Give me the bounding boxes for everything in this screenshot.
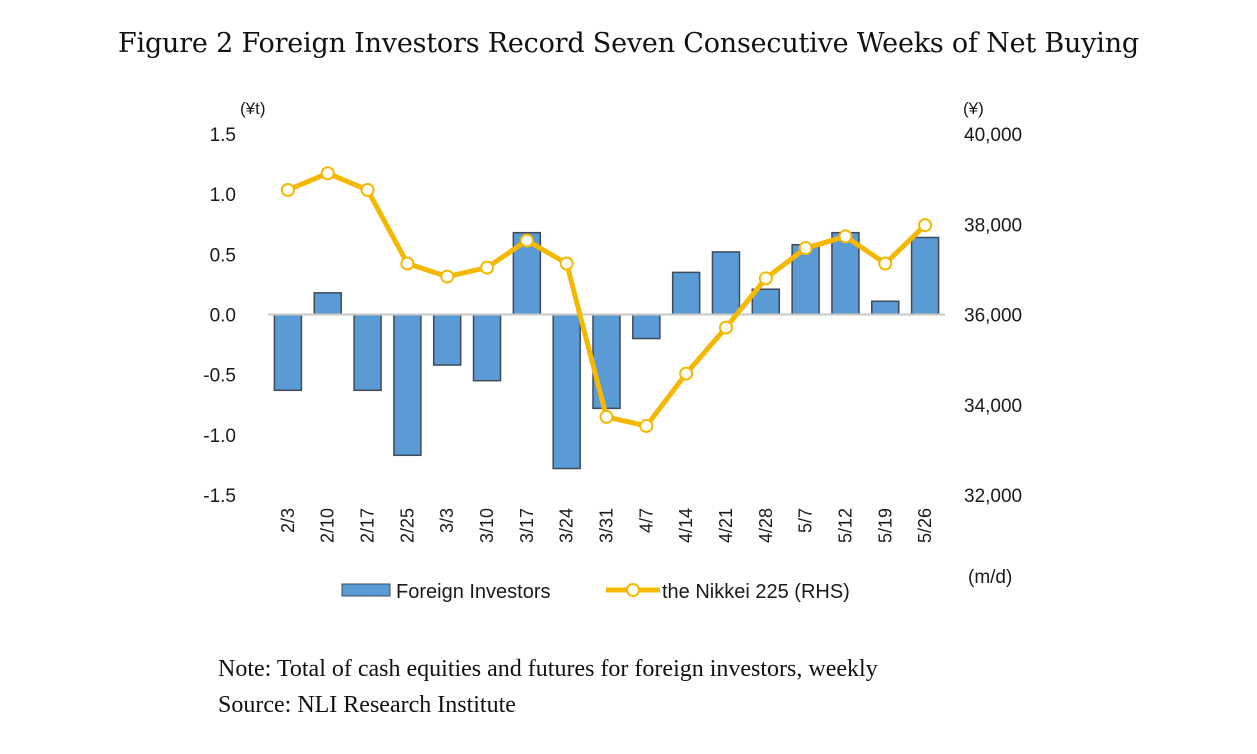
right-axis-unit: (¥) <box>963 99 984 118</box>
left-tick-label: 0.0 <box>210 306 236 327</box>
x-axis: 2/3 2/10 2/17 2/25 3/3 3/10 3/17 3/24 3/31 4/7 4/1… <box>278 508 935 543</box>
left-tick-label: 1.0 <box>210 185 236 206</box>
nikkei-point-3-24 <box>559 256 574 271</box>
right-tick-label: 40,000 <box>964 125 1022 146</box>
x-tick-label: 3/24 <box>557 508 577 543</box>
left-tick-label: 1.5 <box>210 125 236 146</box>
x-tick-label: 3/31 <box>597 508 617 543</box>
bar-2-17 <box>353 313 382 392</box>
legend-label-foreign-investors: Foreign Investors <box>396 581 551 603</box>
bar-2-10 <box>313 292 342 316</box>
nikkei-point-3-3 <box>440 269 455 284</box>
bar-5-19 <box>871 300 900 316</box>
legend-bar-swatch <box>341 583 391 597</box>
x-tick-label: 5/26 <box>915 508 935 543</box>
x-tick-label: 2/10 <box>318 508 338 543</box>
bar-4-14 <box>671 271 701 316</box>
x-tick-label: 2/3 <box>278 508 298 533</box>
bar-3-10 <box>472 313 502 382</box>
x-tick-label: 4/7 <box>636 508 656 533</box>
nikkei-point-5-12 <box>838 229 853 244</box>
nikkei-point-4-28 <box>758 271 773 286</box>
bar-3-31 <box>592 313 621 410</box>
x-tick-label: 4/14 <box>676 508 696 543</box>
legend: Foreign Investors the Nikkei 225 (RHS) <box>341 581 850 603</box>
right-tick-label: 38,000 <box>964 215 1022 236</box>
source-text: Source: NLI Research Institute <box>218 692 516 718</box>
bar-2-25 <box>393 313 422 457</box>
bar-3-3 <box>432 313 462 366</box>
note-text: Note: Total of cash equities and futures… <box>218 656 878 682</box>
bar-3-24 <box>552 313 581 470</box>
legend-label-nikkei: the Nikkei 225 (RHS) <box>662 581 850 603</box>
left-tick-label: -0.5 <box>203 366 236 387</box>
x-tick-label: 5/7 <box>796 508 816 533</box>
chart-canvas: 1.5 1.0 0.5 0.0 -0.5 -1.0 -1.5 40,000 38,000 36,… <box>203 99 1022 603</box>
bar-4-21 <box>711 251 741 316</box>
nikkei-point-5-7 <box>798 241 813 256</box>
nikkei-point-3-17 <box>519 233 534 248</box>
chart-title: Figure 2 Foreign Investors Record Seven … <box>117 28 1139 59</box>
left-y-axis: 1.5 1.0 0.5 0.0 -0.5 -1.0 -1.5 <box>203 125 236 507</box>
nikkei-point-4-7 <box>639 418 654 433</box>
x-tick-label: 2/25 <box>397 508 417 543</box>
left-axis-unit: (¥t) <box>240 99 266 118</box>
nikkei-point-3-10 <box>480 260 495 275</box>
nikkei-point-2-25 <box>400 256 415 271</box>
x-axis-unit: (m/d) <box>968 567 1012 588</box>
x-tick-label: 4/28 <box>756 508 776 543</box>
nikkei-point-2-10 <box>320 166 335 181</box>
legend-marker-icon <box>626 583 640 597</box>
left-tick-label: -1.5 <box>203 486 236 507</box>
nikkei-point-5-19 <box>878 256 893 271</box>
right-tick-label: 32,000 <box>964 486 1022 507</box>
x-tick-label: 3/10 <box>477 508 497 543</box>
bar-2-3 <box>273 313 303 392</box>
right-tick-label: 34,000 <box>964 396 1022 417</box>
line-series-nikkei <box>280 166 933 433</box>
x-tick-label: 2/17 <box>358 508 378 543</box>
nikkei-point-2-17 <box>360 182 375 197</box>
left-tick-label: -1.0 <box>203 426 236 447</box>
nikkei-point-4-14 <box>679 366 694 381</box>
nikkei-point-5-26 <box>918 218 933 233</box>
nikkei-point-4-21 <box>718 320 733 335</box>
bar-4-28 <box>751 288 781 316</box>
chart-notes: Note: Total of cash equities and futures… <box>218 651 878 723</box>
x-tick-label: 5/19 <box>875 508 895 543</box>
x-tick-label: 4/21 <box>716 508 736 543</box>
nikkei-point-3-31 <box>599 409 614 424</box>
bar-4-7 <box>632 313 661 340</box>
right-tick-label: 36,000 <box>964 306 1022 327</box>
x-tick-label: 3/17 <box>517 508 537 543</box>
bar-5-26 <box>910 236 940 316</box>
nikkei-point-2-3 <box>280 182 295 197</box>
bar-series-foreign-investors <box>273 231 940 470</box>
left-tick-label: 0.5 <box>210 245 236 266</box>
x-tick-label: 3/3 <box>437 508 457 533</box>
right-y-axis: 40,000 38,000 36,000 34,000 32,000 <box>964 125 1022 507</box>
x-tick-label: 5/12 <box>835 508 855 543</box>
